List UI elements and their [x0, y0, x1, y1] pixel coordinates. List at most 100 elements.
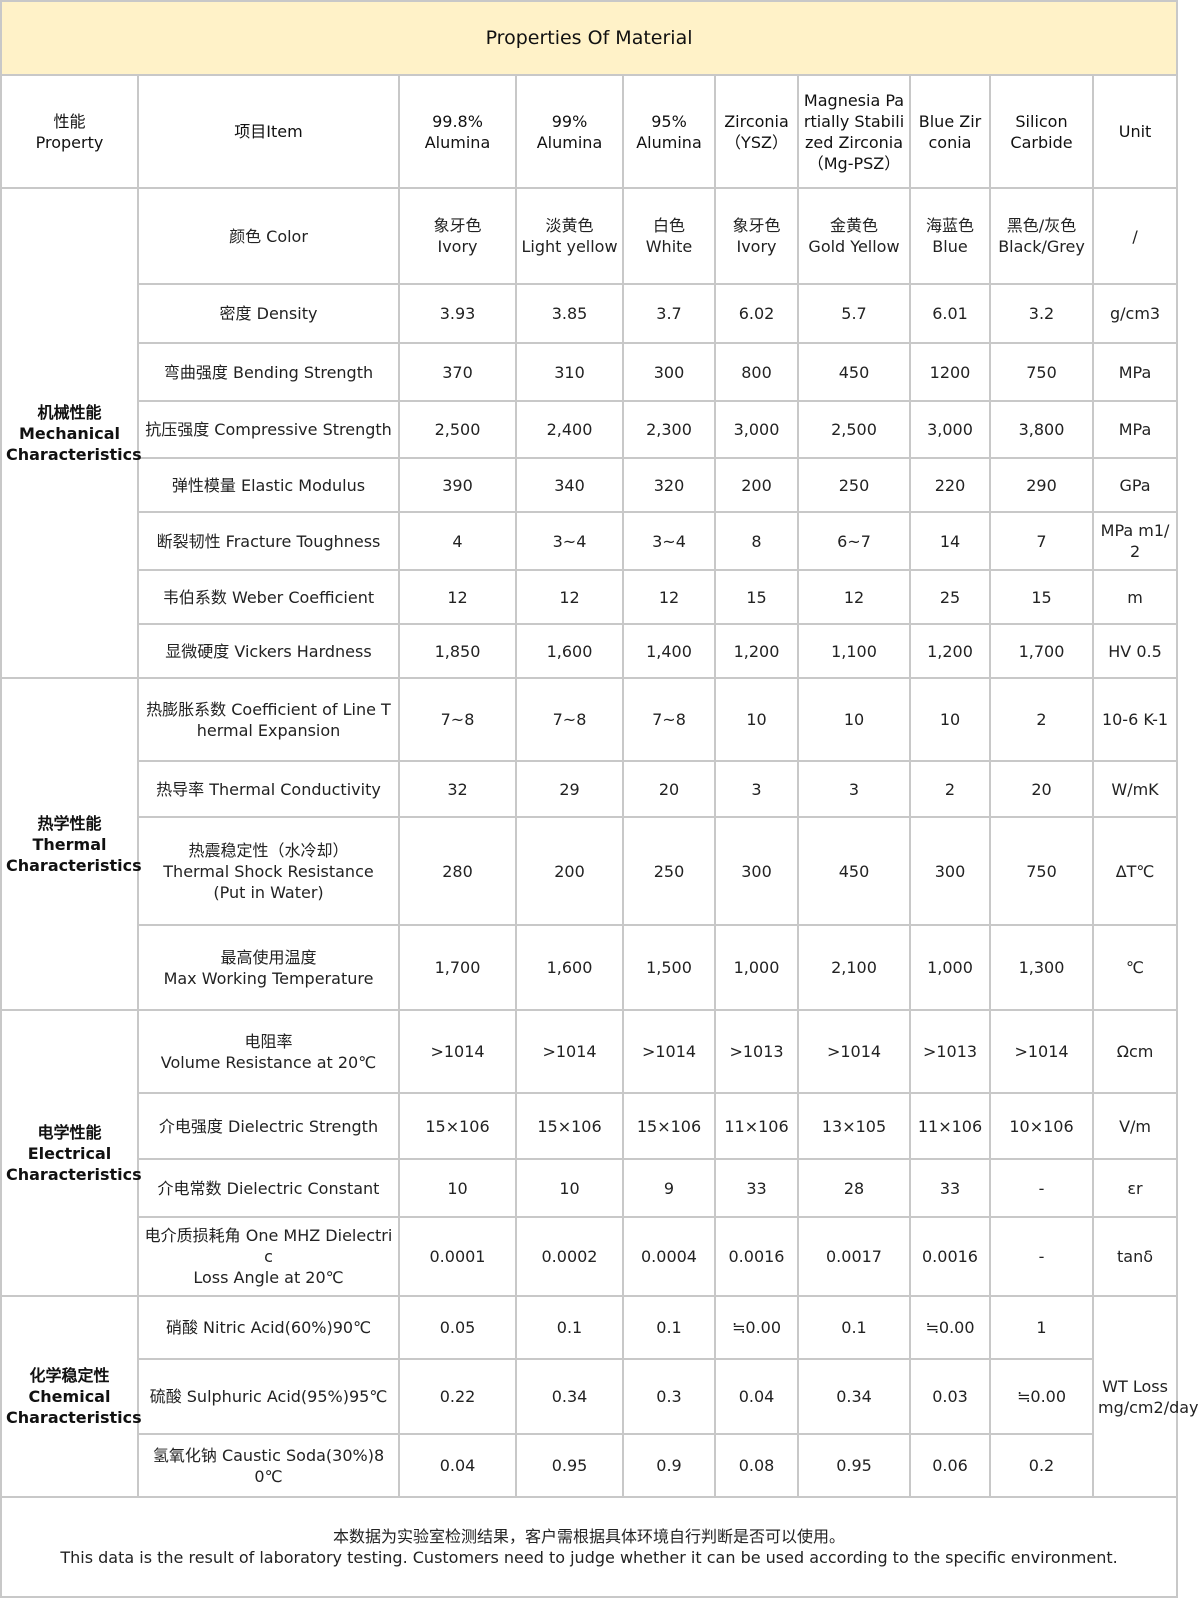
unit-cell: ΔT℃ — [1091, 816, 1179, 926]
property-item: 颜色 Color — [137, 187, 400, 285]
value-cell: ≒0.00 — [714, 1295, 799, 1360]
value-cell: ≒0.00 — [989, 1358, 1094, 1435]
table-row: 密度 Density 3.93 3.85 3.7 6.02 5.7 6.01 3.2 g/cm3 — [1, 283, 1179, 344]
value-cell: 12 — [398, 569, 517, 625]
value-cell: - — [989, 1216, 1094, 1297]
property-item: 热导率 Thermal Conductivity — [137, 760, 400, 818]
value-cell: 3~4 — [622, 511, 716, 571]
value-cell: 450 — [797, 342, 911, 402]
value-cell: 0.1 — [515, 1295, 624, 1360]
value-cell: 220 — [909, 457, 991, 513]
header-unit: Unit — [1091, 74, 1179, 189]
value-cell: 金黄色 Gold Yellow — [797, 187, 911, 285]
value-cell: 15 — [714, 569, 799, 625]
header-material: 99.8% Alumina — [398, 74, 517, 189]
value-cell: 1,600 — [515, 924, 624, 1011]
unit-cell: W/mK — [1091, 760, 1179, 818]
value-cell: 3.93 — [398, 283, 517, 344]
value-cell: 11×106 — [714, 1092, 799, 1160]
header-material: Blue Zirconia — [909, 74, 991, 189]
value-cell: 3 — [797, 760, 911, 818]
value-cell: 1,600 — [515, 623, 624, 679]
table-row: 韦伯系数 Weber Coefficient 12 12 12 15 12 25 15 m — [1, 569, 1179, 625]
value-cell: 29 — [515, 760, 624, 818]
unit-cell: / — [1091, 187, 1179, 285]
value-cell: 14 — [909, 511, 991, 571]
value-cell: 6~7 — [797, 511, 911, 571]
value-cell: 750 — [989, 342, 1094, 402]
value-cell: 7~8 — [622, 677, 716, 762]
value-cell: 0.1 — [622, 1295, 716, 1360]
value-cell: 0.06 — [909, 1433, 991, 1498]
value-cell: 0.22 — [398, 1358, 517, 1435]
table-row: 硫酸 Sulphuric Acid(95%)95℃ 0.22 0.34 0.3 0.04… — [1, 1358, 1177, 1435]
table-row: 介电常数 Dielectric Constant 10 10 9 33 28 33- εr — [1, 1158, 1179, 1218]
unit-cell: 10-6 K-1 — [1091, 677, 1179, 762]
unit-cell: ℃ — [1091, 924, 1179, 1011]
value-cell: 3.2 — [989, 283, 1094, 344]
value-cell: 200 — [515, 816, 624, 926]
value-cell: 200 — [714, 457, 799, 513]
table-row: 弹性模量 Elastic Modulus 390 340 320 200 250 220 29… — [1, 457, 1179, 513]
value-cell: 20 — [622, 760, 716, 818]
value-cell: 1 — [989, 1295, 1094, 1360]
value-cell: 15×106 — [398, 1092, 517, 1160]
table-row: 断裂韧性 Fracture Toughness 4 3~4 3~4 8 6~7 14 7 MPa… — [1, 511, 1179, 571]
value-cell: 1,000 — [714, 924, 799, 1011]
group-label: 化学稳定性 Chemical Characteristics — [0, 1295, 142, 1498]
value-cell: 1,100 — [797, 623, 911, 679]
header-item: 项目Item — [137, 74, 400, 189]
group-label: 机械性能 Mechanical Characteristics — [0, 187, 142, 679]
value-cell: 3,000 — [909, 400, 991, 459]
value-cell: 300 — [909, 816, 991, 926]
value-cell: 340 — [515, 457, 624, 513]
value-cell: 淡黄色 Light yellow — [515, 187, 624, 285]
unit-cell: m — [1091, 569, 1179, 625]
value-cell: 12 — [622, 569, 716, 625]
value-cell: 2,500 — [797, 400, 911, 459]
value-cell: >1014 — [797, 1009, 911, 1094]
value-cell: 33 — [909, 1158, 991, 1218]
table-row: 热震稳定性（水冷却） Thermal Shock Resistance (Put… — [1, 816, 1179, 926]
value-cell: 280 — [398, 816, 517, 926]
value-cell: 1,850 — [398, 623, 517, 679]
value-cell: 海蓝色 Blue — [909, 187, 991, 285]
footer-note: 本数据为实验室检测结果，客户需根据具体环境自行判断是否可以使用。 This da… — [0, 1496, 1179, 1598]
value-cell: 1,000 — [909, 924, 991, 1011]
property-item: 硫酸 Sulphuric Acid(95%)95℃ — [137, 1358, 400, 1435]
property-item: 电阻率 Volume Resistance at 20℃ — [137, 1009, 400, 1094]
value-cell: 0.0016 — [909, 1216, 991, 1297]
value-cell: 290 — [989, 457, 1094, 513]
value-cell: 250 — [622, 816, 716, 926]
unit-cell: Ωcm — [1091, 1009, 1179, 1094]
value-cell: 黑色/灰色 Black/Grey — [989, 187, 1094, 285]
value-cell: 10 — [515, 1158, 624, 1218]
value-cell: >1014 — [622, 1009, 716, 1094]
property-item: 弯曲强度 Bending Strength — [137, 342, 400, 402]
value-cell: 0.1 — [797, 1295, 911, 1360]
value-cell: 1,300 — [989, 924, 1094, 1011]
unit-cell: tanδ — [1091, 1216, 1179, 1297]
value-cell: 0.08 — [714, 1433, 799, 1498]
header-material: 95% Alumina — [622, 74, 716, 189]
value-cell: 250 — [797, 457, 911, 513]
value-cell: 450 — [797, 816, 911, 926]
value-cell: 20 — [989, 760, 1094, 818]
value-cell: 10 — [398, 1158, 517, 1218]
value-cell: >1013 — [909, 1009, 991, 1094]
property-item: 热膨胀系数 Coefficient of Line Thermal Expans… — [137, 677, 400, 762]
property-item: 电介质损耗角 One MHZ Dielectric Loss Angle at … — [137, 1216, 400, 1297]
value-cell: 15 — [989, 569, 1094, 625]
property-item: 抗压强度 Compressive Strength — [137, 400, 400, 459]
property-item: 最高使用温度 Max Working Temperature — [137, 924, 400, 1011]
value-cell: 4 — [398, 511, 517, 571]
value-cell: 390 — [398, 457, 517, 513]
value-cell: 0.0002 — [515, 1216, 624, 1297]
value-cell: 0.04 — [714, 1358, 799, 1435]
table-row: 弯曲强度 Bending Strength 370 310 300 800 450 1200… — [1, 342, 1179, 402]
value-cell: 0.04 — [398, 1433, 517, 1498]
value-cell: 800 — [714, 342, 799, 402]
value-cell: 0.05 — [398, 1295, 517, 1360]
value-cell: 0.0001 — [398, 1216, 517, 1297]
unit-cell: V/m — [1091, 1092, 1179, 1160]
